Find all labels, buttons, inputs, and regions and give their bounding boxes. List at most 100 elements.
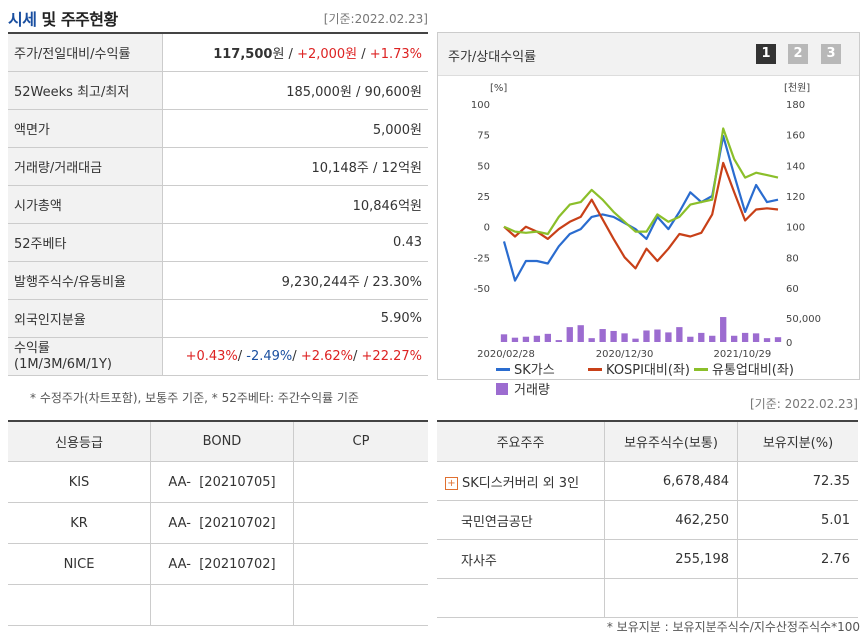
table-row: 외국인지분율 5.90% xyxy=(8,299,428,338)
table-row: 국민연금공단 462,250 5.01 xyxy=(437,500,858,540)
volume-bar xyxy=(522,336,530,342)
holder-shares: 255,198 xyxy=(604,539,738,579)
volume-bar xyxy=(687,336,694,342)
volume-bar xyxy=(610,330,617,342)
table-row: 자사주 255,198 2.76 xyxy=(437,539,858,579)
volume-bar xyxy=(566,327,573,342)
table-header-row: 신용등급 BOND CP xyxy=(8,421,428,462)
series-line xyxy=(503,161,779,270)
credit-agency: NICE xyxy=(8,543,151,585)
credit-agency xyxy=(8,584,151,626)
price-change: +2,000원 xyxy=(297,47,358,62)
row-label: 수익률 (1M/3M/6M/1Y) xyxy=(8,337,163,376)
holder-pct: 2.76 xyxy=(737,539,858,579)
volume-bar xyxy=(763,338,771,342)
x-tick-label: 2021/10/29 xyxy=(714,349,772,360)
volume-bar xyxy=(599,329,606,342)
column-header: CP xyxy=(293,421,428,462)
table-row: 거래량/거래대금 10,148주 / 12억원 xyxy=(8,147,428,186)
credit-agency: KIS xyxy=(8,461,151,503)
legend-swatch xyxy=(694,368,708,371)
bond-rating: AA- [20210702] xyxy=(150,543,294,585)
holder-pct xyxy=(737,578,858,618)
row-value: 10,846억원 xyxy=(162,185,428,224)
chart-page-button[interactable]: 3 xyxy=(821,44,841,64)
chart-header: 주가/상대수익률 1 2 3 xyxy=(438,33,859,76)
holder-shares: 462,250 xyxy=(604,500,738,540)
volume-bar xyxy=(555,340,562,342)
table-row xyxy=(8,584,428,626)
separator: / xyxy=(292,349,301,364)
returns-value: +0.43%/ -2.49%/ +2.62%/ +22.27% xyxy=(162,337,428,376)
volume-bar xyxy=(577,325,584,342)
right-tick-label: 120 xyxy=(786,192,805,203)
left-tick-label: -50 xyxy=(474,284,490,295)
table-header-row: 주요주주 보유주식수(보통) 보유지분(%) xyxy=(437,421,858,462)
table-row: 수익률 (1M/3M/6M/1Y) +0.43%/ -2.49%/ +2.62%/… xyxy=(8,337,428,376)
title-rest: 및 주주현황 xyxy=(36,10,119,29)
chart-title: 주가/상대수익률 xyxy=(448,50,537,65)
row-label: 발행주식수/유동비율 xyxy=(8,261,163,300)
volume-bar xyxy=(533,335,541,342)
volume-bar xyxy=(511,337,519,342)
left-tick-label: 0 xyxy=(484,223,490,234)
return-1m: +0.43% xyxy=(185,349,238,364)
chart-svg: [%] [천원] 100 75 50 25 0 -25 -50 180 160 140 120 100 80… xyxy=(471,82,821,398)
separator: / xyxy=(357,47,370,62)
row-label: 액면가 xyxy=(8,109,163,148)
legend-label: SK가스 xyxy=(514,363,555,378)
price-unit: 원 xyxy=(272,47,285,62)
right-tick-label: 80 xyxy=(786,253,799,264)
volume-bar xyxy=(588,338,595,342)
left-tick-label: 100 xyxy=(471,100,490,111)
expand-icon[interactable]: + xyxy=(445,476,458,490)
x-tick-label: 2020/02/28 xyxy=(477,349,535,360)
chart-page-button[interactable]: 1 xyxy=(756,44,776,64)
table-row: KIS AA- [20210705] xyxy=(8,461,428,503)
left-axis-unit: [%] xyxy=(490,83,507,94)
row-label: 주가/전일대비/수익률 xyxy=(8,33,163,72)
price-note: * 수정주가(차트포함), 보통주 기준, * 52주베타: 주간수익률 기준 xyxy=(30,391,359,405)
table-row: NICE AA- [20210702] xyxy=(8,543,428,585)
volume-bar xyxy=(676,327,683,342)
holder-name: + SK디스커버리 외 3인 xyxy=(437,461,605,501)
volume-bar xyxy=(720,317,727,342)
volume-bar xyxy=(621,333,628,342)
separator: / xyxy=(237,349,247,364)
separator: / xyxy=(284,47,298,62)
holder-name-text[interactable]: SK디스커버리 외 3인 xyxy=(462,475,580,491)
holder-shares xyxy=(604,578,738,618)
holders-note: * 보유지분 : 보유지분주식수/지수산정주식수*100 xyxy=(606,620,860,634)
column-header: BOND xyxy=(150,421,294,462)
row-value: 185,000원 / 90,600원 xyxy=(162,71,428,110)
price-table: 주가/전일대비/수익률 117,500원 / +2,000원 / +1.73% … xyxy=(8,32,428,376)
volume-bar xyxy=(632,338,639,342)
return-1y: +22.27% xyxy=(361,349,422,364)
legend-swatch xyxy=(588,368,602,371)
volume-bar xyxy=(709,335,716,342)
volume-bar xyxy=(643,330,650,342)
bond-rating: AA- [20210705] xyxy=(150,461,294,503)
right-axis-unit: [천원] xyxy=(784,82,810,94)
row-value: 5.90% xyxy=(162,299,428,338)
separator: / xyxy=(353,349,362,364)
bond-rating xyxy=(150,584,294,626)
left-tick-label: 50 xyxy=(477,161,490,172)
returns-sublabel: (1M/3M/6M/1Y) xyxy=(14,356,112,372)
holders-as-of: [기준: 2022.02.23] xyxy=(749,397,858,411)
right-tick-label: 180 xyxy=(786,100,805,111)
row-label: 52주베타 xyxy=(8,223,163,262)
legend-label: KOSPI대비(좌) xyxy=(606,363,690,378)
left-tick-label: -25 xyxy=(474,253,490,264)
left-tick-label: 25 xyxy=(477,192,490,203)
table-row xyxy=(437,578,858,618)
chart-page-button[interactable]: 2 xyxy=(788,44,808,64)
volume-bar xyxy=(544,333,552,342)
holder-name xyxy=(437,578,605,618)
row-value: 10,148주 / 12억원 xyxy=(162,147,428,186)
right-tick-label: 140 xyxy=(786,161,805,172)
row-label: 시가총액 xyxy=(8,185,163,224)
row-label: 52Weeks 최고/최저 xyxy=(8,71,163,110)
holder-pct: 5.01 xyxy=(737,500,858,540)
credit-table: 신용등급 BOND CP KIS AA- [20210705] KR AA- [20… xyxy=(8,420,428,626)
